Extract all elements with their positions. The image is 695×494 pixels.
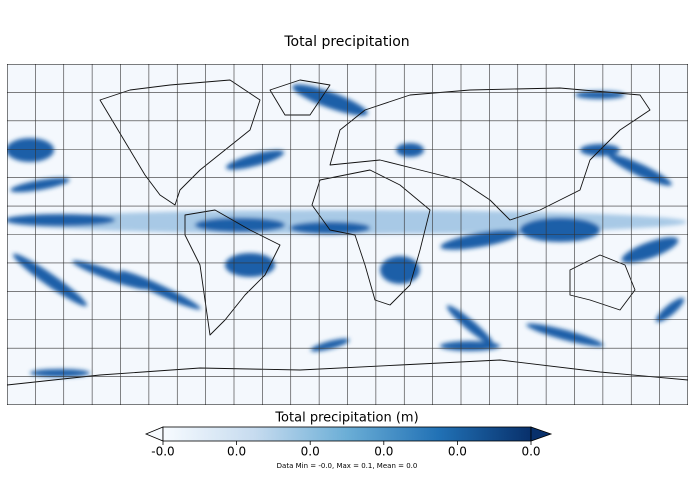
- colorbar-tick-label: 0.0: [227, 445, 246, 459]
- graticule: [7, 64, 688, 405]
- colorbar-tick-label: 0.0: [521, 445, 540, 459]
- colorbar-tick-label: 0.0: [374, 445, 393, 459]
- colorbar-tick-label: 0.0: [448, 445, 467, 459]
- colorbar-ticks: -0.0 0.0 0.0 0.0 0.0 0.0: [151, 441, 541, 459]
- colorbar-extend-low: [144, 426, 164, 442]
- colorbar-extend-high: [530, 426, 553, 442]
- title: Total precipitation: [283, 34, 409, 50]
- colorbar-tick-label: 0.0: [301, 445, 320, 459]
- colorbar-label: Total precipitation (m): [274, 411, 418, 426]
- colorbar: -0.0 0.0 0.0 0.0 0.0 0.0: [144, 426, 553, 459]
- data-summary: Data Min = -0.0, Max = 0.1, Mean = 0.0: [277, 462, 418, 470]
- map: [7, 64, 688, 405]
- coastlines: [7, 79, 688, 386]
- colorbar-bar: [162, 426, 532, 442]
- colorbar-tick-label: -0.0: [151, 445, 174, 459]
